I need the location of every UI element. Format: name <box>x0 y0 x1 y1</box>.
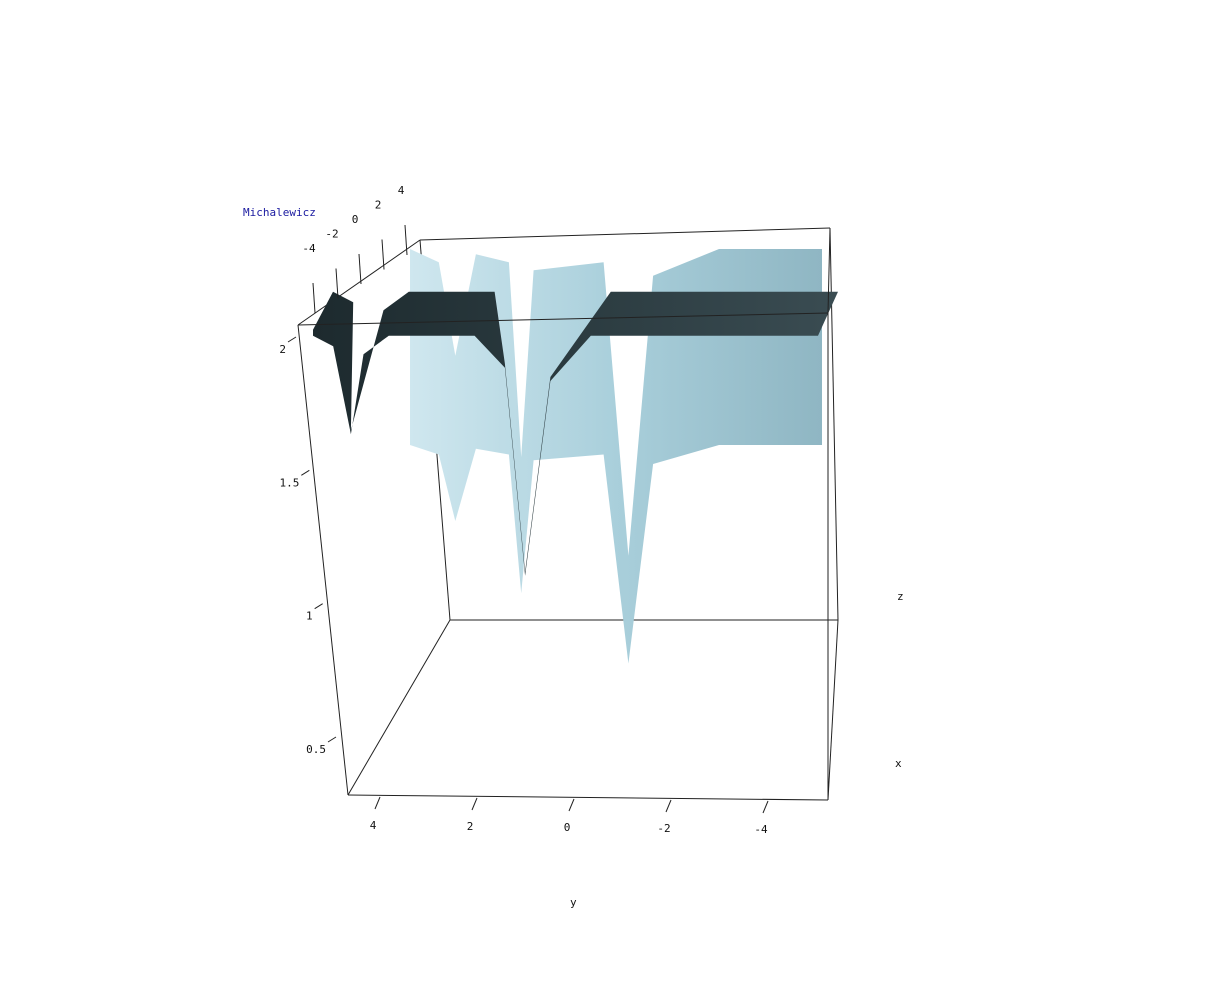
z-tick-label: 2 <box>279 343 286 356</box>
z-tick-mark <box>314 603 323 610</box>
x-tick-label: 4 <box>398 184 405 197</box>
x-tick-label: -4 <box>302 242 316 255</box>
z-axis-label: z <box>897 590 904 603</box>
z-tick-label: 0.5 <box>306 743 326 756</box>
x-tick-mark <box>381 239 385 270</box>
y-axis-ticks: 4 2 0 -2 -4 <box>370 796 769 836</box>
z-tick-mark <box>287 336 297 343</box>
x-tick-mark <box>335 268 339 299</box>
plot-box-front <box>297 227 831 801</box>
y-tick-label: 4 <box>370 819 377 832</box>
x-tick-mark <box>358 253 362 285</box>
y-axis-label: y <box>570 896 577 909</box>
x-tick-label: 2 <box>375 199 382 212</box>
x-tick-mark <box>404 224 408 256</box>
z-tick-mark <box>301 469 310 476</box>
x-tick-mark <box>312 282 316 314</box>
z-tick-label: 1 <box>306 610 313 623</box>
y-tick-mark <box>568 798 575 812</box>
y-tick-mark <box>374 796 381 810</box>
y-tick-mark <box>665 799 672 813</box>
x-tick-label: 0 <box>352 213 359 226</box>
chart-title: Michalewicz <box>243 206 316 219</box>
y-tick-mark <box>762 800 769 814</box>
z-axis-ticks: 2 1.5 1 0.5 <box>279 336 337 756</box>
z-tick-mark <box>327 736 337 743</box>
y-tick-label: 2 <box>467 820 474 833</box>
y-tick-label: -2 <box>657 822 670 835</box>
y-tick-label: -4 <box>754 823 768 836</box>
y-tick-mark <box>471 797 478 811</box>
x-axis-ticks: -4 -2 0 2 4 <box>302 184 408 314</box>
surface-back-band <box>410 249 822 664</box>
x-axis-label: x <box>895 757 902 770</box>
x-tick-label: -2 <box>325 228 338 241</box>
y-tick-label: 0 <box>564 821 571 834</box>
surface-front-band <box>313 291 838 576</box>
z-tick-label: 1.5 <box>279 476 299 489</box>
